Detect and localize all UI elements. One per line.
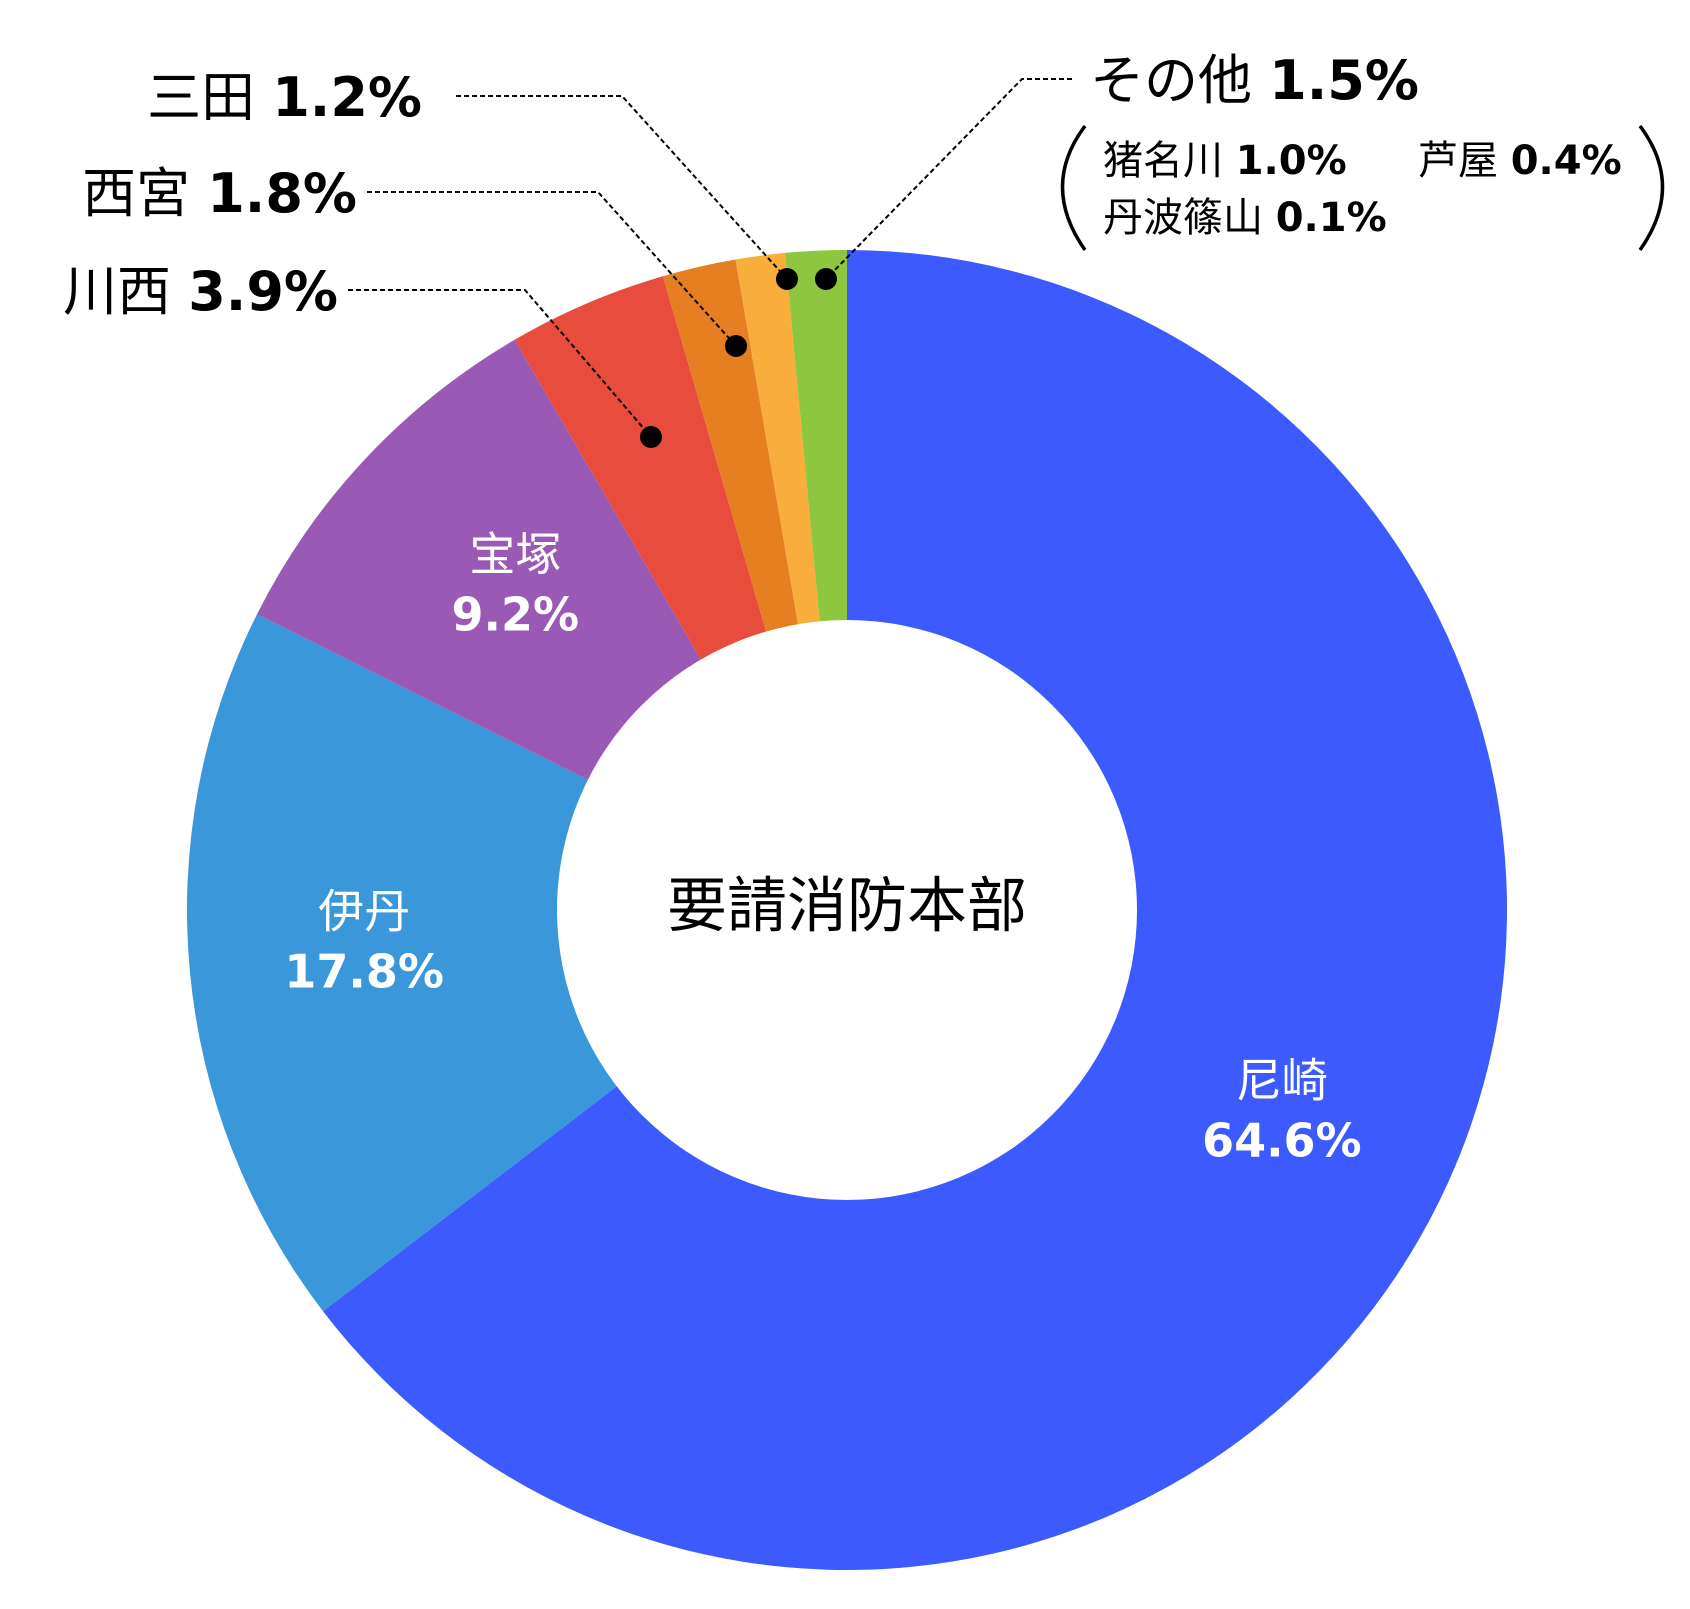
slice-value-label-0: 64.6% [1202, 1114, 1362, 1168]
breakdown-name-0: 猪名川 [1103, 138, 1236, 184]
leader-line-6 [825, 78, 1072, 280]
outer-label-name-6: その他 [1090, 49, 1269, 112]
breakdown-item-2: 丹波篠山 0.1% [1103, 195, 1387, 241]
leader-line-3 [348, 289, 652, 438]
slice-name-label-2: 宝塚 [469, 528, 561, 582]
slice-name-label-1: 伊丹 [318, 885, 410, 939]
outer-label-name-3: 川西 [63, 260, 188, 323]
leader-line-4 [367, 191, 737, 347]
outer-labels: 川西 3.9% 西宮 1.8% 三田 1.2% その他 1.5% 猪名川 1.0% 芦屋 … [63, 49, 1665, 448]
leader-dot-5 [776, 268, 798, 290]
outer-label-5: 三田 1.2% [147, 66, 422, 129]
leader-dot-4 [725, 335, 747, 357]
paren-right [1638, 124, 1665, 252]
leader-dot-3 [640, 426, 662, 448]
paren-left [1060, 124, 1087, 252]
breakdown-value-2: 0.1% [1276, 195, 1387, 241]
outer-label-value-4: 1.8% [207, 162, 357, 225]
outer-label-value-5: 1.2% [272, 66, 422, 129]
leader-dot-6 [815, 268, 837, 290]
breakdown-value-1: 0.4% [1511, 138, 1622, 184]
breakdown-name-2: 丹波篠山 [1103, 195, 1276, 241]
outer-label-name-5: 三田 [147, 66, 272, 129]
outer-label-value-3: 3.9% [188, 260, 338, 323]
breakdown-name-1: 芦屋 [1418, 138, 1511, 184]
outer-label-6: その他 1.5% [1090, 49, 1419, 112]
outer-label-4: 西宮 1.8% [82, 162, 357, 225]
slice-name-label-0: 尼崎 [1236, 1054, 1328, 1108]
donut-hole [557, 620, 1137, 1200]
outer-label-value-6: 1.5% [1269, 49, 1419, 112]
outer-label-3: 川西 3.9% [63, 260, 338, 323]
inner-labels: 尼崎 64.6% 伊丹 17.8% 宝塚 9.2% [284, 528, 1361, 1168]
breakdown-item-0: 猪名川 1.0% [1103, 138, 1347, 184]
pie-slice-1 [187, 614, 848, 1312]
outer-label-name-4: 西宮 [82, 162, 207, 225]
breakdown-item-1: 芦屋 0.4% [1418, 138, 1622, 184]
slice-value-label-1: 17.8% [284, 945, 444, 999]
slice-value-label-2: 9.2% [452, 588, 580, 642]
center-label: 要請消防本部 [667, 872, 1027, 942]
leader-line-5 [456, 95, 788, 280]
breakdown-value-0: 1.0% [1236, 138, 1347, 184]
